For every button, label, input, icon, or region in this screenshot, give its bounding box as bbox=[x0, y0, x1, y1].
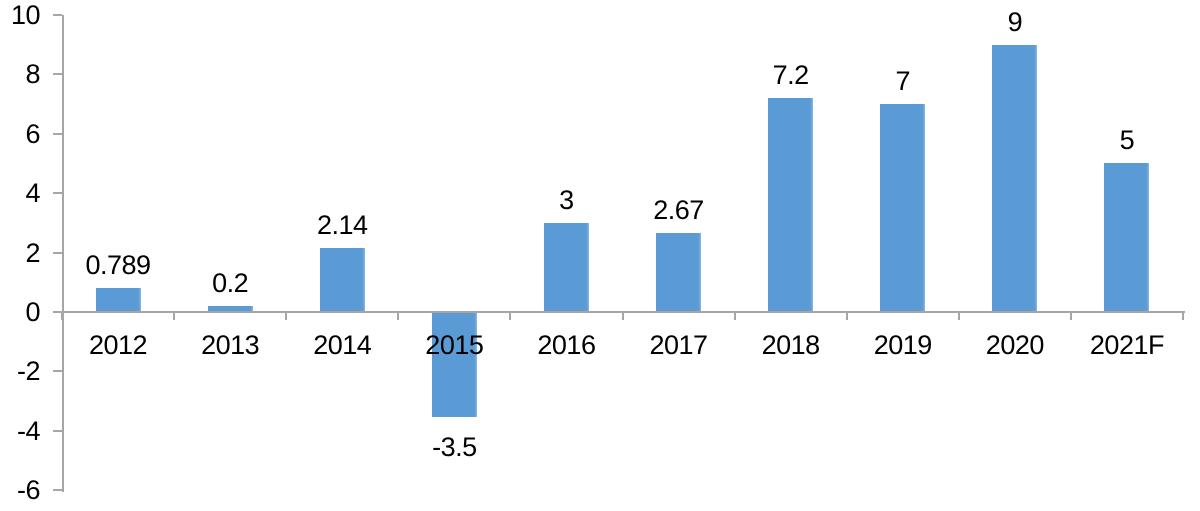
y-tick-mark bbox=[53, 132, 62, 135]
bar-2016 bbox=[543, 222, 589, 312]
bar-2014 bbox=[319, 248, 365, 312]
bar-2018 bbox=[768, 98, 814, 312]
data-label-2020: 9 bbox=[1007, 6, 1023, 37]
data-label-2014: 2.14 bbox=[316, 210, 368, 241]
y-axis-line bbox=[62, 15, 64, 492]
x-tick-label-2017: 2017 bbox=[649, 329, 709, 360]
x-tick-label-2020: 2020 bbox=[985, 329, 1045, 360]
x-tick-mark bbox=[957, 312, 960, 320]
y-tick-mark bbox=[53, 429, 62, 432]
bar-2020 bbox=[992, 44, 1038, 312]
x-tick-mark bbox=[1069, 312, 1072, 320]
data-label-2018: 7.2 bbox=[772, 60, 810, 91]
x-tick-label-2018: 2018 bbox=[761, 329, 821, 360]
x-tick-label-2021F: 2021F bbox=[1089, 329, 1165, 360]
x-tick-mark bbox=[509, 312, 512, 320]
x-tick-mark bbox=[397, 312, 400, 320]
bar-2021F bbox=[1104, 163, 1150, 312]
x-tick-mark bbox=[733, 312, 736, 320]
x-tick-mark bbox=[173, 312, 176, 320]
y-tick-label: 10 bbox=[10, 0, 41, 30]
bar-2013 bbox=[207, 305, 253, 312]
y-tick-label: 6 bbox=[25, 118, 40, 149]
x-tick-mark bbox=[285, 312, 288, 320]
y-tick-mark bbox=[53, 489, 62, 491]
y-tick-label: -4 bbox=[16, 415, 41, 446]
x-tick-label-2014: 2014 bbox=[313, 329, 372, 360]
data-label-2015: -3.5 bbox=[432, 431, 477, 462]
x-tick-mark bbox=[61, 312, 63, 320]
x-tick-mark bbox=[845, 312, 848, 320]
x-tick-label-2016: 2016 bbox=[537, 329, 596, 360]
x-tick-mark bbox=[621, 312, 624, 320]
data-label-2012: 0.789 bbox=[85, 250, 152, 281]
data-label-2013: 0.2 bbox=[212, 267, 249, 298]
bar-2012 bbox=[95, 288, 141, 312]
y-tick-mark bbox=[53, 14, 62, 16]
y-tick-mark bbox=[53, 370, 62, 373]
bar-2015 bbox=[431, 312, 477, 417]
x-tick-label-2013: 2013 bbox=[201, 329, 260, 360]
y-tick-label: 2 bbox=[25, 237, 40, 268]
y-tick-mark bbox=[53, 192, 62, 195]
y-tick-mark bbox=[53, 310, 62, 313]
y-tick-label: 0 bbox=[25, 296, 40, 327]
y-tick-mark bbox=[53, 73, 62, 76]
y-tick-label: -2 bbox=[16, 356, 41, 387]
data-label-2017: 2.67 bbox=[653, 194, 704, 225]
x-tick-label-2012: 2012 bbox=[89, 329, 148, 360]
x-tick-label-2019: 2019 bbox=[873, 329, 933, 360]
data-label-2021F: 5 bbox=[1119, 125, 1135, 156]
data-label-2019: 7 bbox=[895, 66, 911, 97]
data-label-2016: 3 bbox=[559, 184, 574, 215]
y-tick-mark bbox=[53, 251, 62, 254]
y-tick-label: -6 bbox=[16, 475, 41, 505]
bar-2017 bbox=[656, 232, 702, 312]
x-axis-line bbox=[62, 310, 1185, 313]
x-tick-mark bbox=[1182, 312, 1184, 320]
bar-2019 bbox=[880, 104, 926, 312]
x-tick-label-2015: 2015 bbox=[425, 329, 484, 360]
y-tick-label: 4 bbox=[25, 178, 40, 209]
y-tick-label: 8 bbox=[25, 59, 40, 90]
